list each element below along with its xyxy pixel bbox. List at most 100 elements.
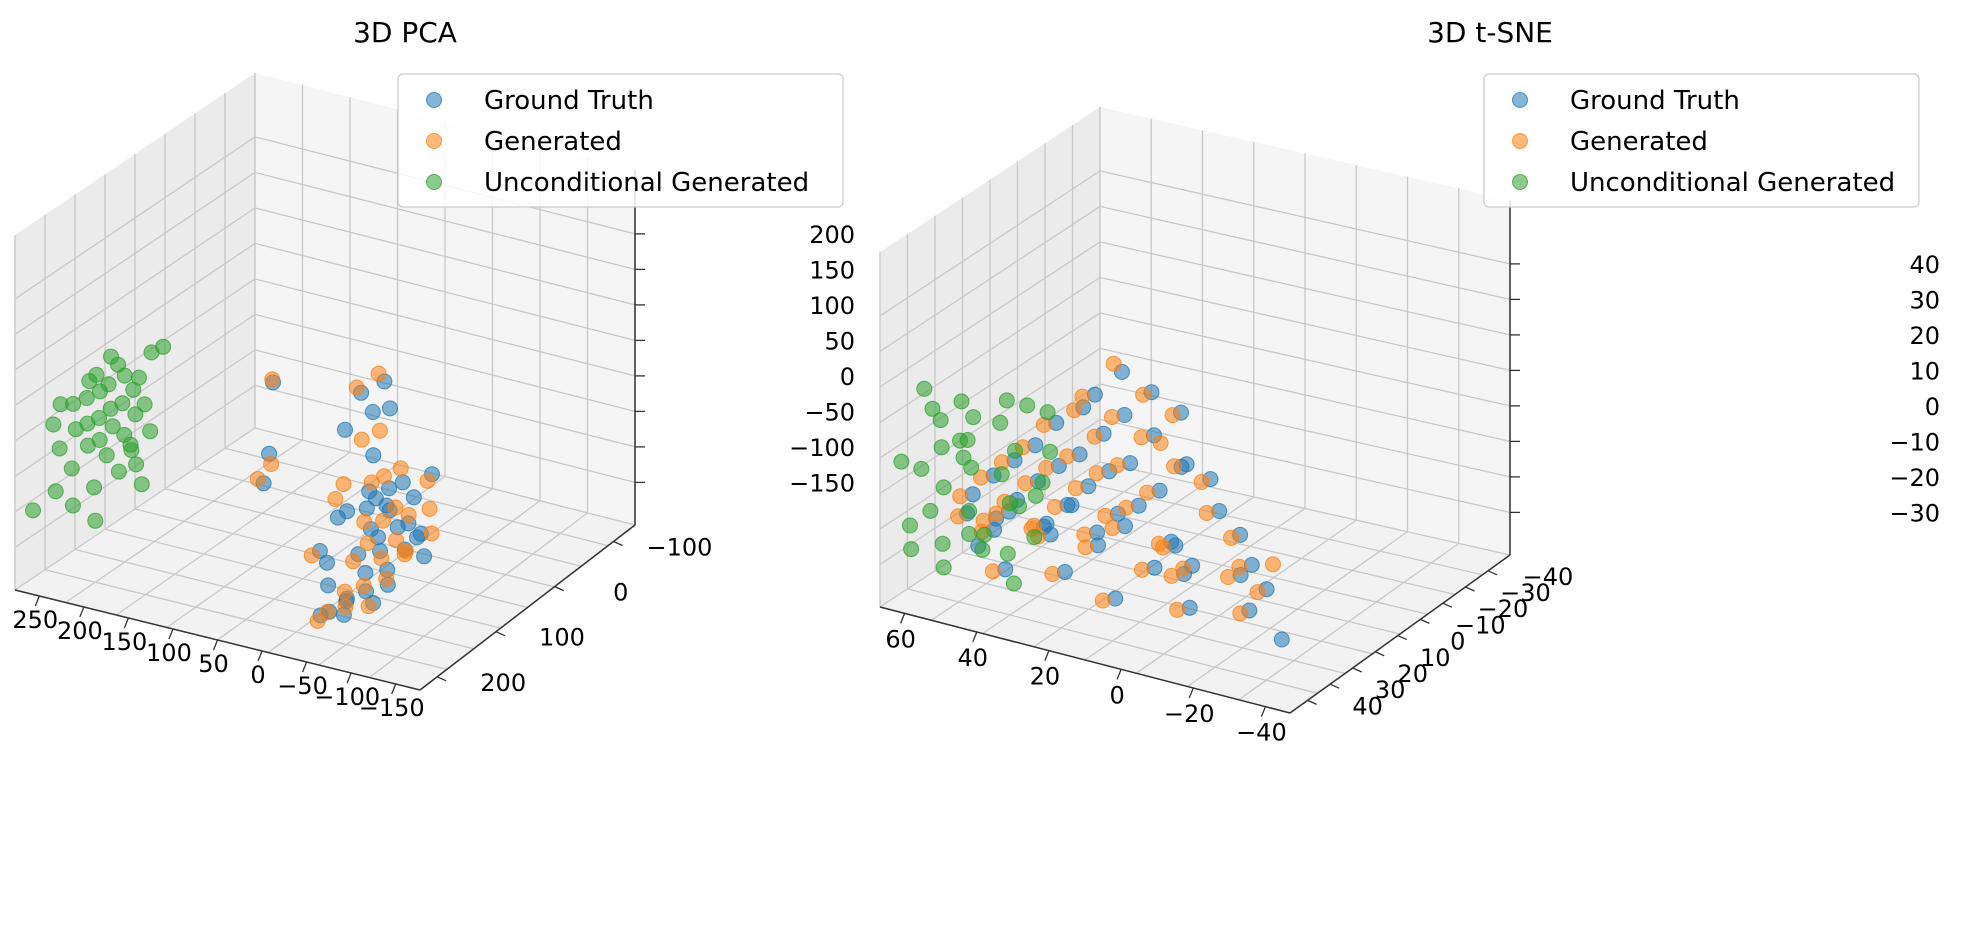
generated-point (356, 513, 373, 530)
generated-point (973, 469, 989, 486)
unconditional-generated-point (1007, 442, 1023, 459)
unconditional-generated-point (133, 476, 150, 493)
unconditional-generated-point (127, 406, 144, 423)
generated-point (1231, 558, 1248, 575)
ground-truth-point (358, 500, 375, 517)
unconditional-generated-point (63, 460, 80, 477)
y-tick-label: 100 (539, 624, 585, 652)
y-tick-label: 0 (613, 579, 628, 607)
generated-point (1175, 560, 1192, 577)
unconditional-generated-point (110, 463, 127, 480)
generated-point (984, 563, 1001, 580)
grid-line (879, 241, 1511, 388)
unconditional-generated-point (122, 436, 139, 453)
generated-point (375, 512, 392, 529)
x-axis-line (879, 606, 1291, 714)
legend-label: Generated (1570, 127, 1708, 157)
generated-point (1074, 388, 1091, 405)
grid-line (879, 347, 1511, 494)
generated-point (1094, 592, 1111, 609)
y-tick (1352, 667, 1362, 673)
generated-point (345, 553, 362, 570)
grid-line (1187, 531, 1408, 688)
generated-point (1264, 556, 1281, 573)
grid-line (14, 349, 636, 513)
unconditional-generated-point (91, 383, 108, 400)
legend-marker-unconditional-generated (1512, 174, 1528, 190)
unconditional-generated-point (992, 414, 1009, 431)
generated-point (397, 543, 414, 559)
generated-point (1220, 569, 1237, 585)
generated-point (1038, 460, 1055, 476)
legend-marker-unconditional-generated (426, 174, 442, 190)
unconditional-generated-point (102, 400, 119, 417)
unconditional-generated-point (45, 416, 62, 433)
unconditional-generated-point (47, 483, 64, 500)
unconditional-generated-point (953, 393, 970, 410)
unconditional-generated-point (86, 479, 103, 496)
grid-line (164, 488, 555, 588)
unconditional-generated-point (893, 453, 910, 470)
generated-point (1046, 499, 1063, 515)
unconditional-generated-point (136, 396, 153, 413)
generated-point (1249, 584, 1266, 601)
y-tick-label: −10 (1455, 611, 1506, 639)
grid-line (879, 205, 1511, 352)
y-tick (1420, 618, 1430, 624)
grid-line (1135, 519, 1357, 674)
unconditional-generated-point (913, 460, 930, 477)
x-tick (301, 661, 308, 673)
legend-label: Ground Truth (484, 86, 654, 116)
grid-line (14, 242, 636, 406)
generated-point (1059, 448, 1076, 465)
legend-marker-ground-truth (1512, 92, 1528, 108)
generated-point (359, 535, 376, 551)
x-tick (1116, 669, 1122, 680)
generated-point (1077, 539, 1094, 556)
x-tick (212, 639, 219, 651)
generated-point (309, 612, 326, 629)
z-tick-label: −150 (789, 469, 855, 497)
unconditional-generated-point (1039, 404, 1056, 421)
y-tick-label: 30 (1375, 676, 1406, 704)
legend-label: Unconditional Generated (1570, 168, 1895, 198)
generated-point (1154, 539, 1171, 556)
y-tick (1397, 634, 1408, 641)
y-tick (554, 586, 564, 592)
unconditional-generated-point (924, 400, 941, 417)
x-tick-label: 60 (885, 625, 916, 653)
generated-point (1109, 457, 1126, 474)
generated-point (1086, 428, 1103, 445)
generated-point (378, 570, 395, 587)
unconditional-generated-point (116, 367, 133, 384)
unconditional-generated-point (52, 396, 69, 413)
z-tick-label: 30 (1909, 286, 1940, 314)
y-tick-label: −20 (1478, 595, 1529, 623)
z-tick-label: 0 (840, 363, 855, 391)
generated-point (419, 472, 436, 489)
generated-point (348, 379, 365, 396)
z-tick-label: 50 (824, 327, 855, 355)
unconditional-generated-point (976, 526, 993, 543)
generated-point (1118, 499, 1135, 516)
generated-point (1166, 458, 1183, 475)
grid-line (1238, 542, 1460, 701)
unconditional-generated-point (1019, 397, 1036, 414)
grid-line (989, 533, 1401, 635)
y-tick-label: −40 (1523, 563, 1574, 591)
x-tick-label: −20 (1164, 700, 1215, 728)
y-tick-label: 10 (1420, 644, 1451, 672)
y-tick (613, 540, 623, 547)
unconditional-generated-point (104, 418, 121, 435)
unconditional-generated-point (87, 512, 104, 529)
unconditional-generated-point (965, 409, 982, 426)
unconditional-generated-point (935, 479, 952, 496)
grid-line (14, 171, 636, 335)
ground-truth-point (405, 489, 422, 506)
unconditional-generated-point (1011, 498, 1027, 515)
generated-point (1169, 601, 1186, 618)
unconditional-generated-point (922, 502, 939, 519)
y-tick-label: 40 (1352, 692, 1383, 720)
